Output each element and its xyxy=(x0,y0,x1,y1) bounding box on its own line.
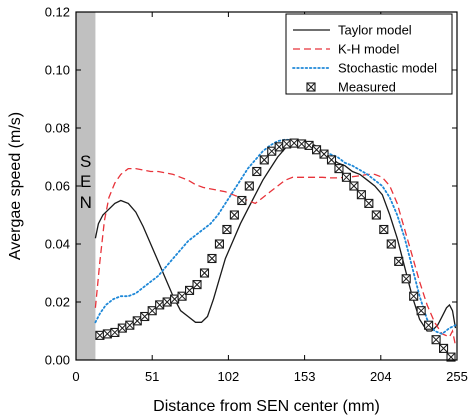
measured-point xyxy=(439,343,449,353)
measured-point xyxy=(386,239,396,249)
measured-point xyxy=(125,320,135,330)
sen-shaded-region xyxy=(76,12,96,360)
measured-point xyxy=(132,316,142,326)
series-line-stochastic-model xyxy=(94,138,457,335)
measured-point xyxy=(177,291,187,301)
legend-label: Taylor model xyxy=(338,23,412,38)
series-line-k-h-model xyxy=(94,167,457,346)
legend-item: K-H model xyxy=(293,42,400,57)
legend-item: Stochastic model xyxy=(292,61,437,76)
measured-point xyxy=(341,172,351,182)
measured-point xyxy=(416,306,426,316)
series-line-taylor-model xyxy=(94,140,457,332)
legend-label: Stochastic model xyxy=(338,61,437,76)
measured-point xyxy=(185,285,195,295)
measured-point xyxy=(424,320,434,330)
measured-point xyxy=(237,195,247,206)
measured-point xyxy=(349,181,359,191)
sen-letter: N xyxy=(80,193,92,212)
measured-point xyxy=(207,253,217,264)
measured-point xyxy=(199,268,210,278)
x-tick-label: 102 xyxy=(218,369,240,384)
measured-point xyxy=(140,311,150,322)
measured-point xyxy=(155,300,165,310)
measured-point xyxy=(252,166,262,177)
measured-point xyxy=(222,224,232,235)
measured-point xyxy=(102,329,112,339)
y-tick-label: 0.04 xyxy=(45,237,70,252)
ticks: 0 51 102 153 204 255 0.00 0.02 0.04 0.06 0.08 0.10 0… xyxy=(45,5,468,385)
measured-point xyxy=(304,140,314,150)
y-tick-label: 0.08 xyxy=(45,121,70,136)
y-axis-label: Avergae speed (m/s) xyxy=(7,112,24,260)
measured-point xyxy=(267,146,277,156)
measured-point xyxy=(319,149,329,159)
measured-point xyxy=(244,181,254,191)
measured-point xyxy=(162,297,172,307)
measured-point xyxy=(229,210,239,220)
measured-point xyxy=(282,139,292,149)
y-tick-label: 0.06 xyxy=(45,179,70,194)
y-tick-label: 0.10 xyxy=(45,63,70,78)
measured-point xyxy=(170,294,180,304)
measured-point xyxy=(312,145,322,155)
x-tick-label: 204 xyxy=(370,369,392,384)
legend: Taylor model K-H model Stochastic model Mea… xyxy=(285,13,453,95)
x-axis-label: Distance from SEN center (mm) xyxy=(153,398,380,415)
x-tick-label: 0 xyxy=(72,369,79,384)
legend-item: Measured xyxy=(306,80,396,95)
measured-point xyxy=(259,155,269,165)
measured-point xyxy=(364,198,374,208)
measured-point xyxy=(214,239,224,249)
sen-letter: S xyxy=(80,152,91,171)
measured-point xyxy=(431,335,441,345)
legend-label: K-H model xyxy=(338,42,400,57)
sen-region: SEN xyxy=(76,12,96,360)
measured-point xyxy=(274,142,284,152)
measured-point xyxy=(95,330,105,340)
measured-point xyxy=(110,327,120,338)
measured-point xyxy=(297,139,307,149)
y-tick-label: 0.12 xyxy=(45,5,70,20)
measured-point xyxy=(334,164,344,174)
sen-letter: E xyxy=(80,172,91,191)
measured-point xyxy=(356,190,366,200)
measured-point xyxy=(379,224,389,235)
legend-label: Measured xyxy=(338,80,396,95)
y-tick-label: 0.00 xyxy=(45,353,70,368)
measured-point xyxy=(409,291,419,301)
measured-point xyxy=(289,138,299,148)
legend-box xyxy=(285,13,453,95)
x-tick-label: 153 xyxy=(294,369,316,384)
measured-point xyxy=(326,155,337,165)
measured-point xyxy=(371,210,381,220)
x-tick-label: 51 xyxy=(145,369,159,384)
y-tick-label: 0.02 xyxy=(45,295,70,310)
measured-point xyxy=(117,323,127,333)
measured-point xyxy=(192,280,202,290)
x-tick-label: 255 xyxy=(446,369,468,384)
measured-point xyxy=(401,274,411,284)
legend-item: Taylor model xyxy=(293,23,412,38)
measured-point xyxy=(147,306,157,316)
series-layer xyxy=(94,138,457,362)
measured-point xyxy=(394,256,404,266)
